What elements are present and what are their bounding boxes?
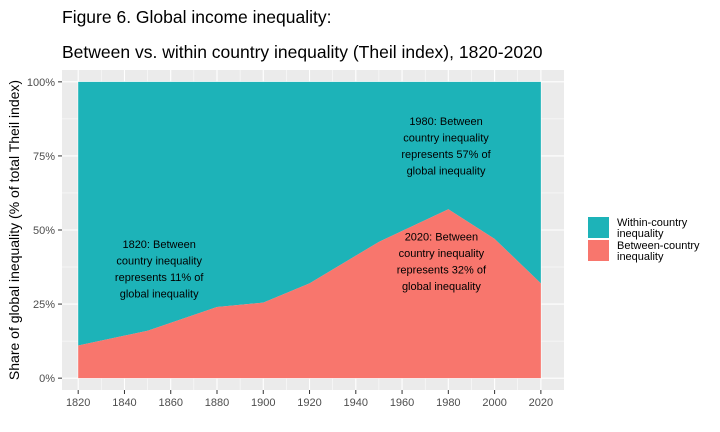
annotation-text: country inequality [403, 132, 489, 144]
x-tick-label: 1900 [251, 397, 275, 409]
annotation-text: country inequality [399, 248, 485, 260]
annotation-text: 2020: Between [405, 231, 478, 243]
x-tick-label: 1940 [344, 397, 368, 409]
legend-label: inequality [617, 228, 664, 240]
x-tick-label: 1840 [112, 397, 136, 409]
y-tick-label: 75% [33, 151, 55, 163]
annotation-text: represents 11% of [115, 272, 204, 284]
annotation-text: represents 57% of [401, 149, 491, 161]
x-tick-label: 1980 [436, 397, 460, 409]
legend-label: Within-country [617, 217, 688, 229]
legend-key [588, 217, 609, 238]
y-tick-label: 50% [33, 225, 55, 237]
y-tick-label: 25% [33, 299, 55, 311]
y-tick-label: 0% [39, 373, 55, 385]
area-between-country [78, 209, 541, 379]
annotation-text: global inequality [402, 281, 481, 293]
annotation-text: 1820: Between [122, 239, 195, 251]
x-tick-label: 2000 [482, 397, 506, 409]
x-tick-label: 1960 [390, 397, 414, 409]
annotation-text: country inequality [116, 255, 202, 267]
y-axis-title: Share of global inequality (% of total T… [6, 80, 22, 380]
x-tick-label: 2020 [529, 397, 553, 409]
x-tick-label: 1920 [297, 397, 321, 409]
x-tick-label: 1880 [205, 397, 229, 409]
x-tick-label: 1860 [158, 397, 182, 409]
x-tick-label: 1820 [66, 397, 90, 409]
annotation-text: 1980: Between [409, 116, 482, 128]
legend-label: inequality [617, 251, 664, 263]
annotation-text: global inequality [120, 288, 199, 300]
legend-label: Between-country [617, 240, 700, 252]
annotation-text: represents 32% of [397, 264, 487, 276]
y-tick-label: 100% [27, 77, 55, 89]
legend-key [588, 240, 609, 261]
chart-subtitle: Between vs. within country inequality (T… [62, 42, 543, 62]
chart-title: Figure 6. Global income inequality: [62, 7, 332, 27]
area-within-country [78, 81, 541, 346]
annotation-text: global inequality [407, 165, 486, 177]
